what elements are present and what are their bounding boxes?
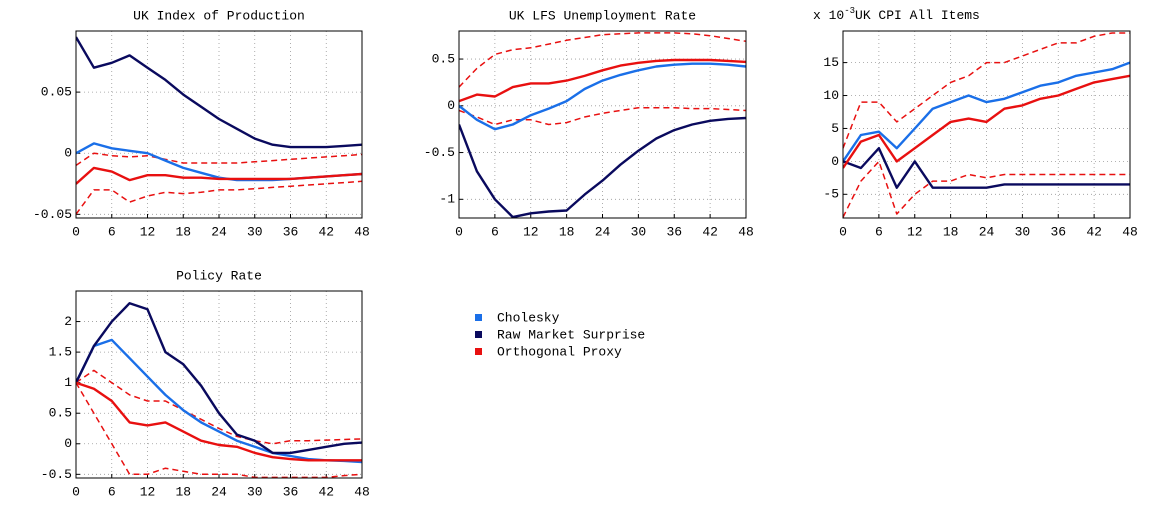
x-tick-label: 36 xyxy=(1050,224,1066,239)
y-tick-label: 10 xyxy=(823,88,839,103)
series-line xyxy=(843,147,1130,189)
y-tick-label: 0 xyxy=(64,146,72,161)
series-line xyxy=(76,166,362,185)
y-tick-label: -0.05 xyxy=(33,207,72,222)
x-tick-label: 48 xyxy=(738,224,754,239)
y-tick-label: 1 xyxy=(64,375,72,390)
x-tick-label: 48 xyxy=(354,224,370,239)
x-tick-label: 36 xyxy=(666,224,682,239)
x-tick-label: 12 xyxy=(907,224,923,239)
band-line xyxy=(459,32,746,88)
series-line xyxy=(459,58,746,103)
y-tick-label: 0 xyxy=(831,154,839,169)
axes-frame xyxy=(75,290,363,479)
x-tick-label: 0 xyxy=(72,224,80,239)
series-line xyxy=(76,36,362,149)
axes-frame xyxy=(458,30,747,219)
band-line xyxy=(76,180,362,215)
x-tick-label: 18 xyxy=(943,224,959,239)
axes-frame xyxy=(842,30,1131,219)
band-line xyxy=(76,382,362,478)
y-tick-label: 15 xyxy=(823,55,839,70)
x-tick-label: 24 xyxy=(979,224,995,239)
y-tick-label: 0 xyxy=(447,98,455,113)
y-tick-label: -1 xyxy=(439,192,455,207)
series-line xyxy=(76,381,362,462)
band-line xyxy=(76,369,362,445)
x-tick-label: 12 xyxy=(140,484,156,499)
x-tick-label: 42 xyxy=(318,484,334,499)
x-tick-label: 42 xyxy=(1086,224,1102,239)
x-tick-label: 42 xyxy=(702,224,718,239)
legend-swatch xyxy=(475,331,482,338)
x-tick-label: 30 xyxy=(247,224,263,239)
title-text: UK CPI All Items xyxy=(855,8,980,23)
chart-title: UK LFS Unemployment Rate xyxy=(509,8,696,23)
y-tick-label: 5 xyxy=(831,121,839,136)
x-tick-label: 36 xyxy=(283,484,299,499)
x-tick-label: 30 xyxy=(631,224,647,239)
chart-title: x 10-3UK CPI All Items xyxy=(813,6,980,23)
y-tick-label: 1.5 xyxy=(49,345,72,360)
x-tick-label: 30 xyxy=(247,484,263,499)
band-line xyxy=(843,160,1130,218)
x-tick-label: 6 xyxy=(491,224,499,239)
x-tick-label: 24 xyxy=(211,224,227,239)
series-line xyxy=(459,62,746,131)
legend-swatch xyxy=(475,348,482,355)
y-tick-label: 2 xyxy=(64,314,72,329)
x-tick-label: 0 xyxy=(72,484,80,499)
x-tick-label: 30 xyxy=(1015,224,1031,239)
x-tick-label: 18 xyxy=(175,224,191,239)
series-line xyxy=(843,61,1130,163)
scale-exponent: -3 xyxy=(844,6,855,16)
x-tick-label: 18 xyxy=(175,484,191,499)
x-tick-label: 42 xyxy=(318,224,334,239)
x-tick-label: 0 xyxy=(839,224,847,239)
band-line xyxy=(459,106,746,126)
legend-swatch xyxy=(475,314,482,321)
band-line xyxy=(76,152,362,167)
x-tick-label: 48 xyxy=(1122,224,1138,239)
series-line xyxy=(843,74,1130,169)
y-tick-label: 0.5 xyxy=(49,406,72,421)
x-tick-label: 12 xyxy=(523,224,539,239)
x-tick-label: 6 xyxy=(875,224,883,239)
axes-frame xyxy=(75,30,363,219)
y-tick-label: 0.05 xyxy=(41,85,72,100)
x-tick-label: 6 xyxy=(108,484,116,499)
x-tick-label: 24 xyxy=(211,484,227,499)
legend-label: Orthogonal Proxy xyxy=(497,344,622,359)
y-tick-label: -5 xyxy=(823,187,839,202)
x-tick-label: 0 xyxy=(455,224,463,239)
legend-label: Cholesky xyxy=(497,310,560,325)
series-line xyxy=(459,116,746,218)
x-tick-label: 36 xyxy=(283,224,299,239)
scale-label: x 10 xyxy=(813,8,844,23)
x-tick-label: 12 xyxy=(140,224,156,239)
x-tick-label: 48 xyxy=(354,484,370,499)
x-tick-label: 6 xyxy=(108,224,116,239)
legend-label: Raw Market Surprise xyxy=(497,327,645,342)
chart-title: UK Index of Production xyxy=(133,8,305,23)
chart-title: Policy Rate xyxy=(176,268,262,283)
x-tick-label: 24 xyxy=(595,224,611,239)
series-line xyxy=(76,302,362,455)
y-tick-label: -0.5 xyxy=(41,467,72,482)
y-tick-label: -0.5 xyxy=(424,145,455,160)
y-tick-label: 0 xyxy=(64,436,72,451)
y-tick-label: 0.5 xyxy=(432,51,455,66)
x-tick-label: 18 xyxy=(559,224,575,239)
band-line xyxy=(843,32,1130,149)
